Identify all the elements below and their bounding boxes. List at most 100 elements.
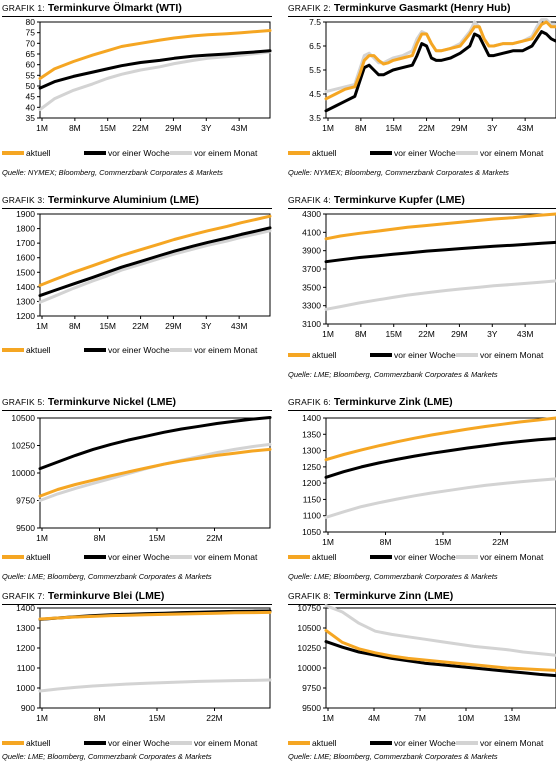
title-rule [2,16,272,17]
legend-label: aktuell [312,552,337,562]
x-tick-label: 22M [132,321,149,331]
x-tick-label: 15M [149,533,166,543]
x-tick-label: 29M [165,321,182,331]
chart-title-text: Terminkurve Blei (LME) [47,590,165,602]
y-tick-label: 10250 [297,643,321,653]
legend-swatch [170,151,192,155]
legend-label: aktuell [26,552,51,562]
x-tick-label: 43M [517,329,534,339]
x-tick-label: 22M [492,537,509,547]
x-tick-label: 13M [504,713,521,723]
chart-title-prefix: GRAFIK 3: [2,195,45,205]
y-tick-label: 4.5 [309,89,321,99]
chart-source: Quelle: NYMEX; Bloomberg, Commerzbank Co… [288,168,509,177]
series-line-aktuell [38,214,272,287]
plot-frame [39,417,271,529]
legend-label: vor einem Monat [480,738,544,748]
chart-title: GRAFIK 6: Terminkurve Zink (LME) [288,396,453,408]
chart-title: GRAFIK 5: Terminkurve Nickel (LME) [2,396,176,408]
title-rule [2,604,272,605]
chart-panel-7: GRAFIK 7: Terminkurve Blei (LME) 900 1000 1… [2,590,272,761]
series-line-vor-einem-monat [324,279,556,311]
y-tick-label: 1900 [16,209,35,219]
y-tick-label: 60 [26,60,36,70]
y-tick-label: 5.5 [309,65,321,75]
legend-swatch [456,555,478,559]
series-line-aktuell [38,29,272,80]
series-line-aktuell [38,447,272,498]
y-tick-label: 10250 [11,441,35,451]
y-tick-label: 10000 [11,468,35,478]
x-tick-label: 15M [99,321,116,331]
chart-panel-1: GRAFIK 1: Terminkurve Ölmarkt (WTI) 35 40 4… [2,2,272,187]
legend-swatch [84,151,106,155]
y-tick-label: 1200 [302,478,321,488]
y-tick-label: 3300 [302,301,321,311]
legend-swatch [170,555,192,559]
y-tick-label: 10750 [297,603,321,613]
legend-swatch [456,353,478,357]
series-line-vor-einer-woche [38,226,272,298]
x-tick-label: 22M [206,713,223,723]
x-tick-label: 8M [380,537,392,547]
y-tick-label: 4300 [302,209,321,219]
legend-swatch [370,555,392,559]
chart-title-prefix: GRAFIK 6: [288,397,331,407]
chart-panel-2: GRAFIK 2: Terminkurve Gasmarkt (Henry Hu… [288,2,556,187]
y-tick-label: 1200 [16,643,35,653]
x-tick-label: 1M [322,123,334,133]
chart-title-text: Terminkurve Kupfer (LME) [333,194,465,206]
legend-item-aktuell: aktuell [2,148,51,158]
series-line-vor-einer-woche [324,30,556,113]
y-tick-label: 3100 [302,319,321,329]
x-tick-label: 22M [418,329,435,339]
legend-item-vor-einem-monat: vor einem Monat [170,738,257,748]
y-tick-label: 70 [26,38,36,48]
plot-frame [325,213,556,325]
chart-title-prefix: GRAFIK 5: [2,397,45,407]
series-line-aktuell [324,628,556,672]
legend-item-vor-einer-woche: vor einer Woche [84,738,170,748]
chart-legend: aktuell vor einer Woche vor einem Monat [288,738,556,750]
y-tick-label: 1300 [16,623,35,633]
legend-label: vor einer Woche [108,148,170,158]
chart-title-prefix: GRAFIK 8: [288,591,331,601]
legend-label: vor einer Woche [108,345,170,355]
legend-item-vor-einem-monat: vor einem Monat [170,345,257,355]
legend-item-vor-einem-monat: vor einem Monat [456,148,543,158]
legend-item-aktuell: aktuell [288,350,337,360]
x-tick-label: 1M [322,537,334,547]
x-tick-label: 22M [418,123,435,133]
y-tick-label: 1300 [16,296,35,306]
x-tick-label: 4M [368,713,380,723]
chart-source: Quelle: LME; Bloomberg, Commerzbank Corp… [288,370,498,379]
legend-label: vor einer Woche [108,552,170,562]
y-tick-label: 1350 [302,429,321,439]
legend-item-aktuell: aktuell [288,552,337,562]
legend-label: aktuell [312,738,337,748]
legend-item-vor-einem-monat: vor einem Monat [456,552,543,562]
legend-label: aktuell [26,148,51,158]
y-tick-label: 9500 [302,703,321,713]
chart-svg: 900 1000 1100 1200 1300 1400 1M 8M 15M 22M [16,603,272,723]
x-tick-label: 43M [231,123,248,133]
series-line-vor-einer-woche [38,416,272,471]
legend-item-vor-einem-monat: vor einem Monat [456,738,543,748]
title-rule [2,208,272,209]
chart-title-text: Terminkurve Zinn (LME) [333,590,454,602]
series-line-vor-einer-woche [38,49,272,90]
legend-swatch [84,741,106,745]
legend-item-vor-einer-woche: vor einer Woche [370,350,456,360]
chart-title-text: Terminkurve Aluminium (LME) [47,194,199,206]
x-tick-label: 8M [94,533,106,543]
y-tick-label: 1000 [16,683,35,693]
chart-source: Quelle: LME; Bloomberg, Commerzbank Corp… [2,752,212,761]
y-tick-label: 35 [26,113,36,123]
legend-item-vor-einem-monat: vor einem Monat [170,552,257,562]
legend-label: vor einer Woche [394,148,456,158]
x-tick-label: 1M [36,123,48,133]
y-tick-label: 3.5 [309,113,321,123]
y-tick-label: 80 [26,17,36,27]
legend-swatch [2,741,24,745]
chart-panel-6: GRAFIK 6: Terminkurve Zink (LME) 1050 1100… [288,396,556,581]
